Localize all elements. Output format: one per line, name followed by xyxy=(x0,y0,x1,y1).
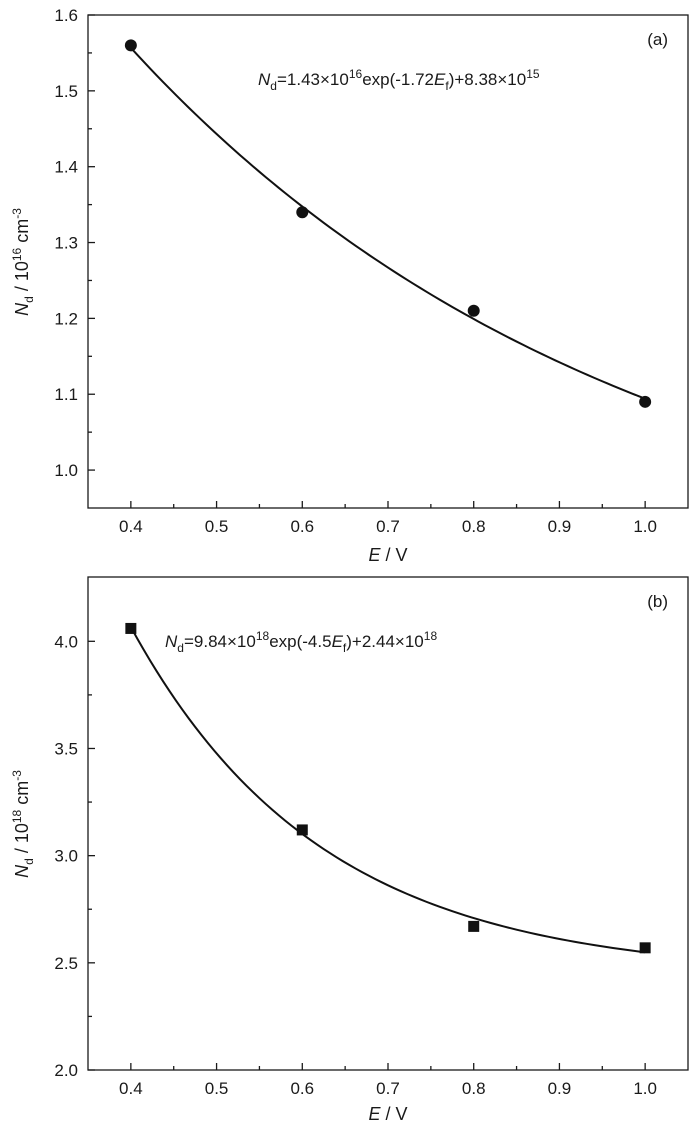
x-tick-label: 1.0 xyxy=(633,1079,657,1098)
x-tick-label: 0.8 xyxy=(462,517,486,536)
x-tick-label: 0.8 xyxy=(462,1079,486,1098)
x-tick-label: 0.4 xyxy=(119,1079,143,1098)
chart-panel-a: 0.4 0.5 0.6 0.7 0.8 0.9 1.0 1.0 1.1 1.2 1.3 1.4 1.5 1… xyxy=(10,6,689,565)
y-tick-label: 1.0 xyxy=(54,461,78,480)
x-tick-label: 0.5 xyxy=(205,1079,229,1098)
data-point xyxy=(467,304,480,317)
y-tick-label: 2.0 xyxy=(54,1061,78,1080)
x-tick-label: 0.7 xyxy=(376,1079,400,1098)
x-tick-label: 0.6 xyxy=(290,1079,314,1098)
fit-curve xyxy=(130,47,646,400)
fit-equation: Nd=1.43×1016exp(-1.72Ef)+8.38×1015 xyxy=(258,67,540,93)
data-point xyxy=(296,824,308,836)
chart-panel-b: 0.4 0.5 0.6 0.7 0.8 0.9 1.0 2.0 2.5 3.0 3.5 4.0 (b) N… xyxy=(10,576,689,1124)
data-point xyxy=(468,920,480,932)
data-point xyxy=(639,395,652,408)
y-tick-label: 3.5 xyxy=(54,739,78,758)
y-axis-label: Nd / 1016 cm-3 xyxy=(10,208,36,316)
y-tick-label: 4.0 xyxy=(54,632,78,651)
x-tick-label: 0.7 xyxy=(376,517,400,536)
x-tick-label: 1.0 xyxy=(633,517,657,536)
y-tick-label: 1.6 xyxy=(54,6,78,25)
fit-equation: Nd=9.84×1018exp(-4.5Ef)+2.44×1018 xyxy=(165,629,437,655)
y-axis-label: Nd / 1018 cm-3 xyxy=(10,770,36,878)
y-tick-label: 3.0 xyxy=(54,847,78,866)
y-tick-label: 1.3 xyxy=(54,234,78,253)
x-axis-label: E / V xyxy=(368,1104,407,1124)
data-point xyxy=(124,39,137,52)
fit-curve xyxy=(129,626,646,954)
panel-label: (a) xyxy=(647,30,668,49)
panel-label: (b) xyxy=(647,592,668,611)
data-point xyxy=(296,206,309,219)
x-tick-label: 0.9 xyxy=(548,1079,572,1098)
y-tick-label: 1.2 xyxy=(54,309,78,328)
x-tick-label: 0.6 xyxy=(290,517,314,536)
data-point xyxy=(125,622,137,634)
data-point xyxy=(639,942,651,954)
y-tick-label: 1.5 xyxy=(54,82,78,101)
y-tick-label: 1.1 xyxy=(54,385,78,404)
y-tick-label: 2.5 xyxy=(54,954,78,973)
x-axis-label: E / V xyxy=(368,545,407,565)
y-tick-label: 1.4 xyxy=(54,158,78,177)
x-tick-label: 0.5 xyxy=(205,517,229,536)
x-tick-label: 0.9 xyxy=(548,517,572,536)
x-tick-label: 0.4 xyxy=(119,517,143,536)
